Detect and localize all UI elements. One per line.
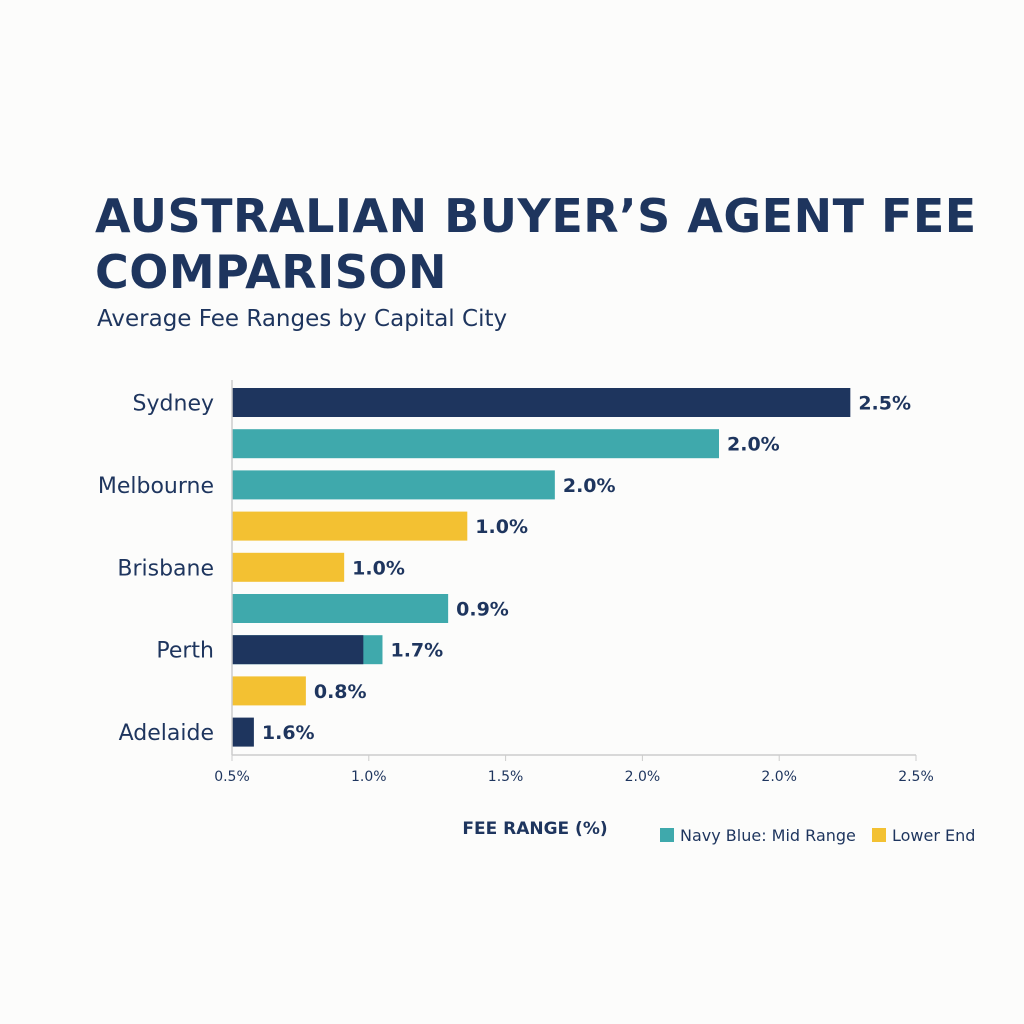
x-axis-label: FEE RANGE (%) — [462, 819, 607, 839]
chart-subtitle: Average Fee Ranges by Capital City — [97, 306, 508, 332]
legend: Navy Blue: Mid Range Lower End — [660, 826, 975, 845]
bar-value-label: 2.0% — [727, 434, 780, 456]
bar-4-segment-0 — [232, 552, 345, 582]
bar-value-label: 0.9% — [456, 599, 509, 621]
chart-title: AUSTRALIAN BUYER’S AGENT FEE COMPARISON — [95, 189, 977, 299]
bar-value-label: 1.7% — [390, 640, 443, 662]
legend-label: Navy Blue: Mid Range — [680, 826, 856, 845]
bar-8-segment-0 — [232, 717, 254, 747]
x-tick-label: 2.0% — [625, 769, 661, 785]
x-ticks: 0.5% 1.0% 1.5% 2.0% 2.0% 2.5% — [214, 755, 934, 785]
x-tick-label: 2.0% — [761, 769, 797, 785]
category-label-melbourne: Melbourne — [98, 474, 214, 499]
x-tick-label: 0.5% — [214, 769, 250, 785]
category-label-brisbane: Brisbane — [117, 556, 214, 581]
bar-value-label: 2.5% — [858, 393, 911, 415]
bars-layer: 2.5% Sydney 2.0% 2.0% Melbourne 1.0% 1.0% Brisb… — [98, 388, 911, 747]
category-label-perth: Perth — [156, 639, 214, 664]
bar-value-label: 0.8% — [314, 681, 367, 703]
bar-value-label: 1.0% — [475, 516, 528, 538]
category-label-adelaide: Adelaide — [119, 721, 214, 746]
bar-2-segment-0 — [232, 470, 555, 500]
bar-1-segment-0 — [232, 429, 720, 459]
bar-3-segment-0 — [232, 511, 468, 541]
legend-swatch-teal — [660, 828, 674, 842]
x-tick-label: 1.5% — [488, 769, 524, 785]
legend-label: Lower End — [892, 826, 975, 845]
bar-0-segment-0 — [232, 388, 851, 417]
bar-6-segment-1 — [232, 635, 364, 665]
x-tick-label: 1.0% — [351, 769, 387, 785]
bar-7-segment-0 — [232, 676, 306, 706]
bar-value-label: 1.6% — [262, 722, 315, 744]
category-label-sydney: Sydney — [133, 392, 214, 417]
x-tick-label: 2.5% — [898, 769, 934, 785]
bar-5-segment-0 — [232, 594, 449, 623]
bar-value-label: 2.0% — [563, 475, 616, 497]
bar-value-label: 1.0% — [352, 557, 405, 579]
legend-swatch-yellow — [872, 828, 886, 842]
